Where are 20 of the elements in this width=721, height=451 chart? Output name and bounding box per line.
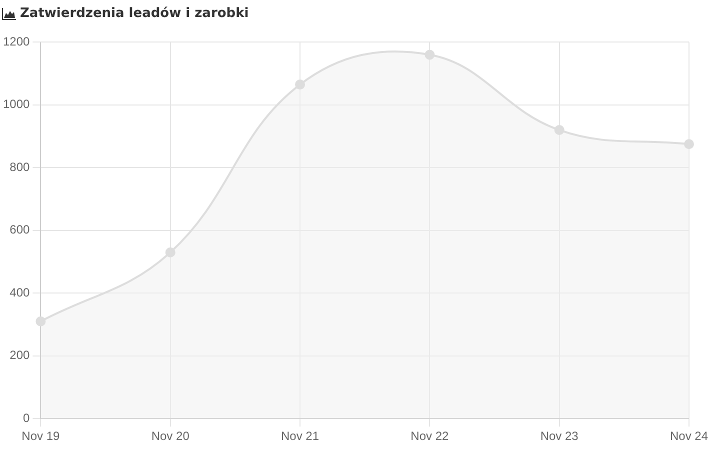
y-tick-label: 400 [10,285,30,300]
y-tick-label: 200 [10,348,30,362]
point [684,139,694,150]
x-tick-label: Nov 19 [22,429,60,444]
x-tick-label: Nov 22 [410,429,450,444]
x-tick-label: Nov 24 [670,429,708,444]
point [165,247,176,258]
y-tick-label: 600 [10,222,30,237]
point [295,80,306,90]
x-tick-label: Nov 20 [151,429,190,444]
point [424,50,435,60]
y-tick-label: 800 [10,160,30,174]
point [36,316,46,326]
x-tick-label: Nov 21 [281,429,320,444]
y-tick-label: 0 [23,410,30,425]
y-tick-label: 1200 [2,34,30,49]
y-tick-label: 1000 [2,97,30,112]
point [554,125,564,136]
x-tick-label: Nov 23 [540,429,579,444]
chart-title: Zatwierdzenia leadów i zarobki [20,6,249,21]
